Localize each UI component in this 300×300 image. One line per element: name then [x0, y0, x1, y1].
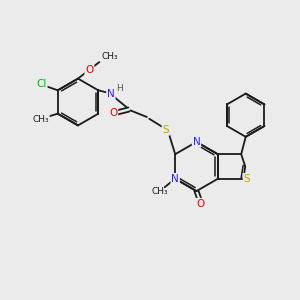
Text: S: S — [163, 125, 169, 135]
Text: CH₃: CH₃ — [101, 52, 118, 61]
Text: N: N — [107, 89, 115, 99]
Text: H: H — [116, 84, 123, 93]
Text: S: S — [244, 174, 250, 184]
Text: CH₃: CH₃ — [32, 115, 49, 124]
Text: N: N — [171, 174, 179, 184]
Text: O: O — [85, 64, 94, 75]
Text: O: O — [109, 107, 117, 118]
Text: O: O — [196, 199, 204, 209]
Text: CH₃: CH₃ — [152, 188, 169, 196]
Text: N: N — [193, 137, 200, 147]
Text: Cl: Cl — [36, 79, 47, 89]
